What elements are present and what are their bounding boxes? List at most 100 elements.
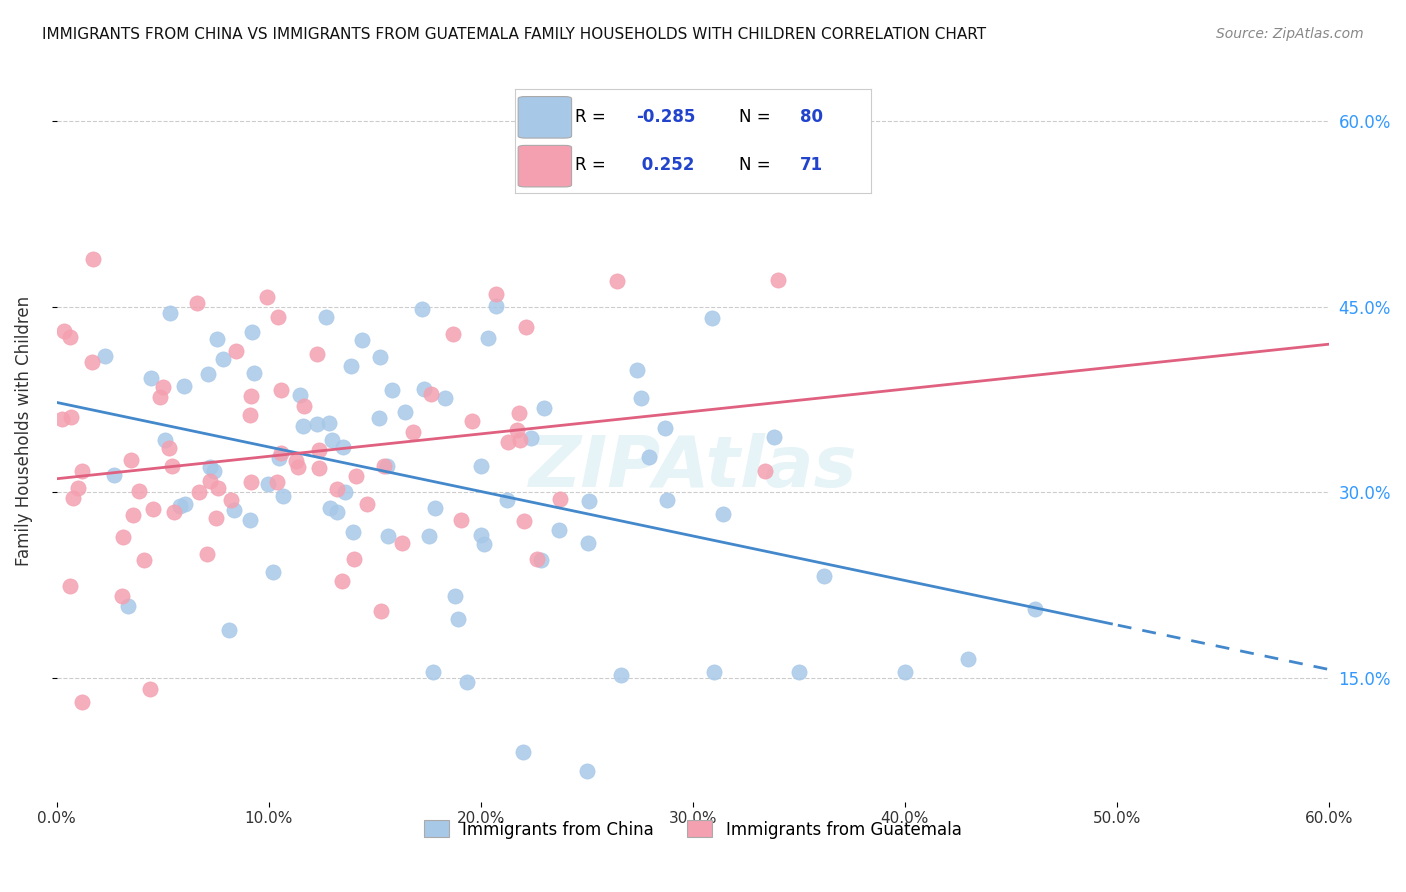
Point [205,332,228,346]
Point [117,599,139,613]
Point [267,310,290,324]
Point [62,491,84,505]
Point [326,482,349,496]
Point [423,501,446,516]
Point [308,442,330,457]
Point [197,367,219,381]
Point [470,528,492,542]
Point [787,665,810,679]
Text: ZIPAtlas: ZIPAtlas [529,434,856,502]
Point [139,370,162,384]
Point [813,568,835,582]
Point [315,310,337,324]
Point [520,431,543,445]
Point [529,553,551,567]
Point [111,590,134,604]
Point [218,623,240,637]
Point [626,363,648,377]
Point [606,274,628,288]
Point [51,411,73,425]
Y-axis label: Family Households with Children: Family Households with Children [15,295,32,566]
Point [93,349,115,363]
Point [509,433,531,447]
Point [160,459,183,474]
Point [292,399,315,413]
Point [610,668,633,682]
Point [576,536,599,550]
Point [305,347,328,361]
Point [173,496,195,510]
Point [368,411,391,425]
Point [394,405,416,419]
Point [271,490,294,504]
Point [485,287,508,301]
Point [225,344,247,359]
Point [578,494,600,508]
Point [1024,602,1046,616]
Point [72,464,94,478]
Point [630,391,652,405]
Point [402,425,425,439]
Point [256,290,278,304]
Point [318,416,340,430]
Point [344,469,367,483]
Point [957,652,980,666]
Point [450,513,472,527]
Point [60,409,83,424]
Point [342,525,364,540]
Point [219,493,242,508]
Point [285,454,308,468]
Point [122,508,145,522]
Point [266,475,288,489]
Point [515,320,537,334]
Point [513,515,536,529]
Point [447,612,470,626]
Point [173,378,195,392]
Point [319,501,342,516]
Point [67,481,90,495]
Point [207,481,229,495]
Point [307,417,329,432]
Point [418,529,440,543]
Point [240,325,263,339]
Point [239,513,262,527]
Point [149,390,172,404]
Point [506,424,529,438]
Point [375,458,398,473]
Point [200,474,222,488]
Point [575,764,598,778]
Point [754,464,776,478]
Point [461,414,484,428]
Point [157,441,180,455]
Point [422,665,444,679]
Point [766,273,789,287]
Point [444,589,467,603]
Point [370,604,392,618]
Point [267,450,290,465]
Point [711,507,734,521]
Point [59,330,82,344]
Point [240,475,263,489]
Point [893,665,915,679]
Point [508,406,530,420]
Point [186,296,208,310]
Point [657,493,679,508]
Point [270,384,292,398]
Point [654,421,676,435]
Point [134,553,156,567]
Point [82,252,104,266]
Point [411,302,433,317]
Point [53,324,76,338]
Point [291,419,314,434]
Point [470,459,492,474]
Point [169,499,191,513]
Point [202,464,225,478]
Point [200,459,222,474]
Point [512,745,534,759]
Point [239,389,262,403]
Point [111,530,134,544]
Point [472,537,495,551]
Point [290,388,312,402]
Point [308,460,330,475]
Point [547,524,569,538]
